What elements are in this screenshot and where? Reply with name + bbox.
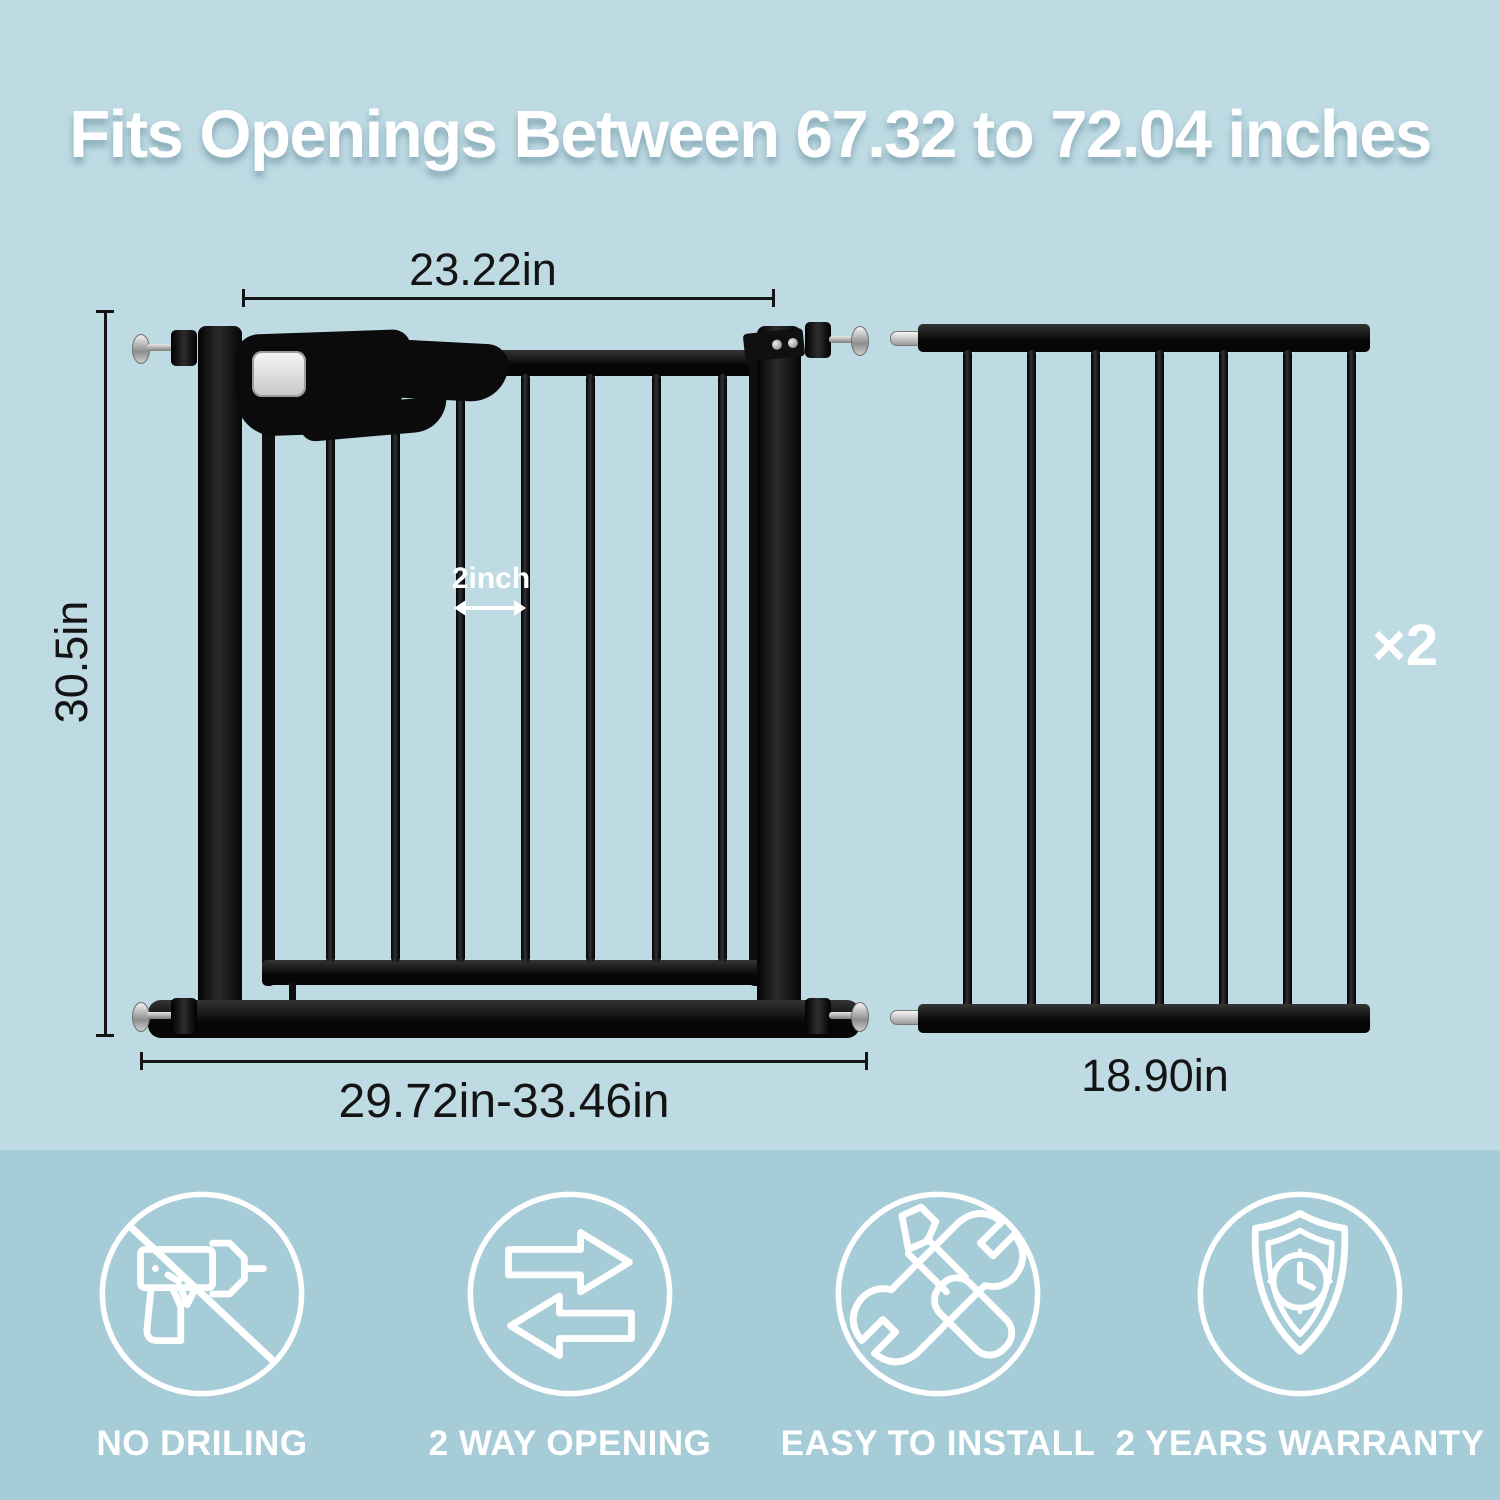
- extension-bar: [1155, 350, 1164, 1008]
- page-title: Fits Openings Between 67.32 to 72.04 inc…: [69, 97, 1432, 172]
- gate-height-dimension-line: [96, 310, 114, 1037]
- bar-spacing-label: 2inch: [451, 562, 531, 595]
- no-drilling-icon: [99, 1191, 305, 1397]
- fit-range-dimension-line: [140, 1052, 868, 1070]
- extension-top-rail: [918, 324, 1370, 352]
- gate-bar: [456, 374, 465, 962]
- extension-bottom-rail: [918, 1004, 1370, 1033]
- pressure-mount-stem: [829, 336, 855, 343]
- pressure-mount-knob: [805, 998, 831, 1034]
- feature-two-way-opening: 2 WAY OPENING: [420, 1188, 720, 1464]
- gate-latch-button: [252, 351, 306, 397]
- hinge-screw: [771, 339, 783, 351]
- extension-bar: [963, 350, 972, 1008]
- door-width-dimension-line: [242, 289, 775, 307]
- pressure-mount-disc: [851, 326, 869, 356]
- feature-label: 2 WAY OPENING: [428, 1424, 712, 1463]
- pressure-mount-stem: [147, 1012, 173, 1019]
- gate-bottom-rail: [148, 1000, 860, 1038]
- door-width-label: 23.22in: [409, 244, 557, 295]
- feature-two-years-warranty: 2 YEARS WARRANTY: [1115, 1188, 1484, 1464]
- gate-bar: [586, 374, 595, 962]
- gate-bar: [391, 374, 400, 962]
- fit-range-label: 29.72in-33.46in: [338, 1075, 670, 1128]
- feature-no-drilling: NO DRILING: [52, 1188, 352, 1464]
- hinge-screw: [787, 337, 799, 349]
- extension-quantity-label: ×2: [1372, 613, 1439, 678]
- gate-bar: [521, 374, 530, 962]
- gate-bar: [326, 374, 335, 962]
- gate-height-label: 30.5in: [46, 600, 97, 724]
- gate-right-post: [757, 326, 801, 1010]
- door-bottom-rail: [262, 960, 762, 985]
- extension-bar: [1219, 350, 1228, 1008]
- double-arrow-icon: [454, 600, 526, 616]
- warranty-icon: [1197, 1191, 1403, 1397]
- pressure-mount-knob: [805, 322, 831, 358]
- feature-label: EASY TO INSTALL: [780, 1424, 1096, 1463]
- easy-to-install-icon: [835, 1191, 1041, 1397]
- gate-bar: [718, 374, 727, 962]
- pressure-mount-stem: [829, 1012, 855, 1019]
- feature-easy-to-install: EASY TO INSTALL: [781, 1188, 1095, 1464]
- door-frame-left-bar: [262, 356, 275, 986]
- pressure-mount-knob: [171, 998, 197, 1034]
- extension-bar: [1283, 350, 1292, 1008]
- pressure-mount-stem: [147, 344, 173, 351]
- gate-left-post: [198, 326, 242, 1010]
- extension-bar: [1091, 350, 1100, 1008]
- feature-label: 2 YEARS WARRANTY: [1115, 1424, 1485, 1463]
- two-way-opening-icon: [467, 1191, 673, 1397]
- gate-bar: [652, 374, 661, 962]
- door-drop-pin: [289, 983, 296, 1003]
- extension-bar: [1347, 350, 1356, 1008]
- extension-bar: [1027, 350, 1036, 1008]
- extension-width-label: 18.90in: [1081, 1050, 1229, 1101]
- pressure-mount-disc: [851, 1002, 869, 1032]
- pressure-mount-knob: [171, 330, 197, 366]
- feature-label: NO DRILING: [96, 1424, 308, 1463]
